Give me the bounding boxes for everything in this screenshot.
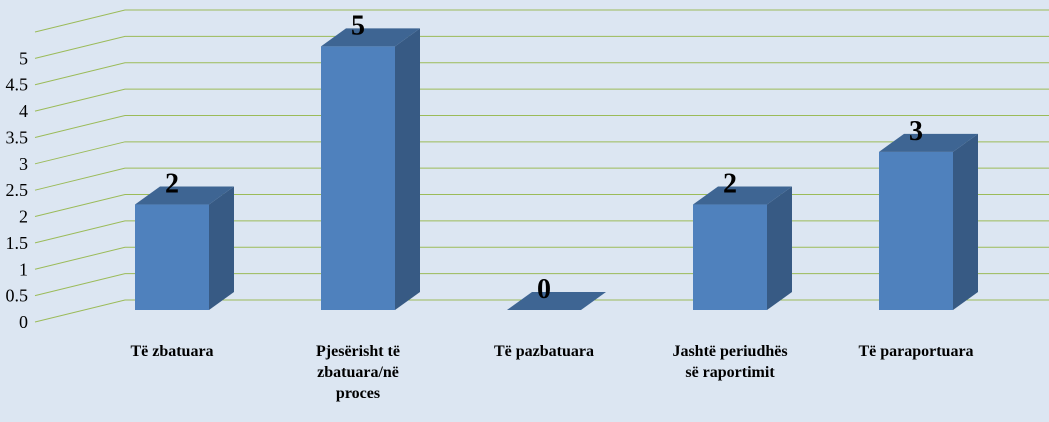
y-tick-label: 4 bbox=[19, 101, 28, 121]
bar-top bbox=[321, 28, 420, 47]
grid-line bbox=[34, 62, 1049, 86]
y-tick-label: 1.5 bbox=[6, 233, 29, 253]
x-tick-label: Pjesërisht të zbatuara/në proces bbox=[316, 343, 400, 402]
y-tick-label: 5 bbox=[19, 48, 28, 68]
grid-line bbox=[34, 141, 1049, 165]
bar-top bbox=[135, 186, 234, 205]
value-label: 2 bbox=[165, 169, 179, 200]
bar-side bbox=[953, 133, 978, 310]
y-tick-label: 2 bbox=[19, 207, 28, 227]
bar-top bbox=[693, 186, 792, 205]
bar bbox=[321, 46, 395, 310]
bar-top bbox=[507, 292, 606, 310]
x-tick-label: Jashtë periudhës së raportimit bbox=[672, 343, 788, 381]
grid-line bbox=[34, 35, 1049, 59]
bar-side bbox=[209, 186, 234, 310]
y-tick-label: 0.5 bbox=[6, 286, 29, 306]
y-tick-label: 3.5 bbox=[6, 127, 29, 147]
bar bbox=[135, 204, 209, 310]
grid-line bbox=[34, 114, 1049, 138]
value-label: 2 bbox=[723, 169, 737, 200]
bar bbox=[693, 204, 767, 310]
value-label: 3 bbox=[909, 116, 923, 147]
y-tick-label: 0 bbox=[19, 312, 28, 332]
x-tick-label: Të paraportuara bbox=[858, 343, 974, 360]
grid-line bbox=[34, 88, 1049, 112]
x-tick-label: Të pazbatuara bbox=[494, 343, 594, 360]
value-label: 0 bbox=[537, 274, 551, 305]
value-label: 5 bbox=[351, 10, 365, 41]
bar bbox=[879, 151, 953, 310]
y-tick-label: 2.5 bbox=[6, 180, 29, 200]
x-tick-label: Të zbatuara bbox=[130, 343, 214, 360]
wall-edge bbox=[34, 9, 1049, 33]
bar-side bbox=[395, 28, 420, 310]
y-tick-label: 3 bbox=[19, 154, 28, 174]
bar-top bbox=[879, 133, 978, 152]
y-tick-label: 1 bbox=[19, 259, 28, 279]
bar-side bbox=[767, 186, 792, 310]
grid-line bbox=[34, 167, 1049, 191]
y-tick-label: 4.5 bbox=[6, 75, 29, 95]
